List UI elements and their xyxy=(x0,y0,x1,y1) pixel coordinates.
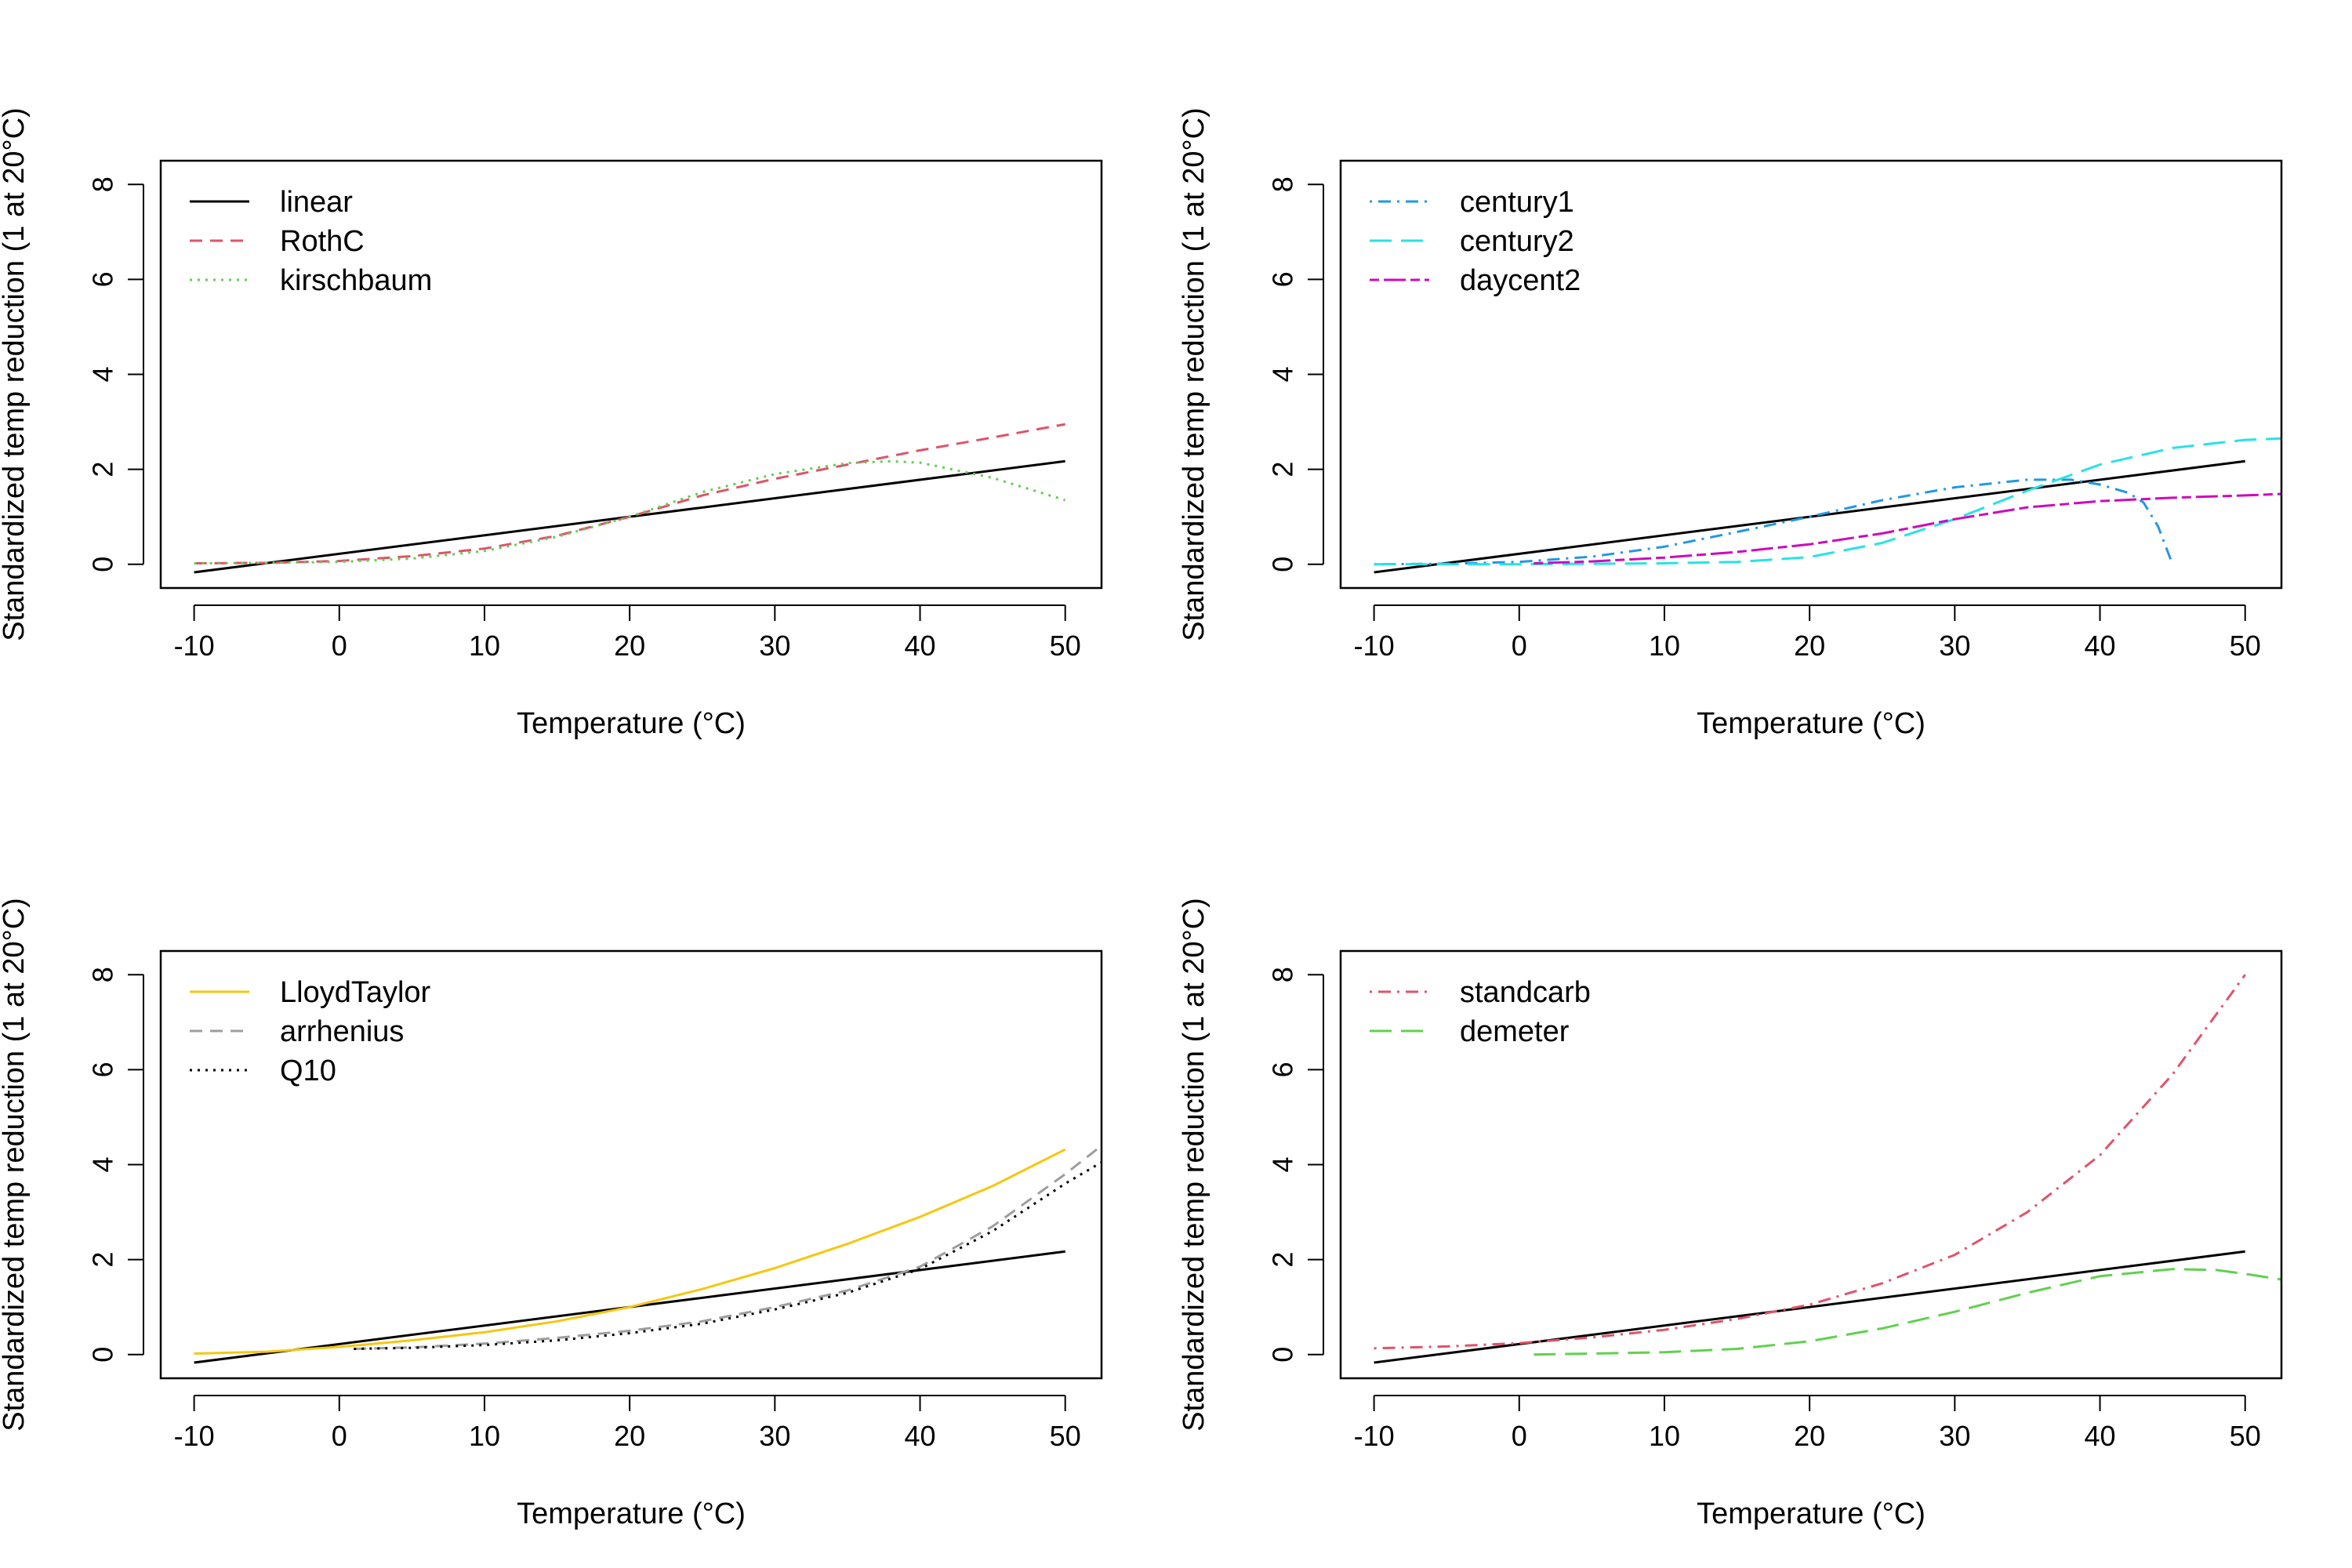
legend-label: Q10 xyxy=(280,1054,336,1087)
legend-label: daycent2 xyxy=(1460,264,1581,297)
y-tick-label: 6 xyxy=(1267,1062,1299,1077)
x-tick-label: 50 xyxy=(1050,630,1081,662)
y-tick-label: 0 xyxy=(87,557,119,572)
x-tick-label: 50 xyxy=(1050,1420,1081,1452)
series-line-century1 xyxy=(1374,478,2174,566)
x-tick-label: 0 xyxy=(1512,630,1527,662)
x-axis-title: Temperature (°C) xyxy=(517,1497,746,1530)
x-tick-label: 20 xyxy=(1794,1420,1825,1452)
y-tick-label: 8 xyxy=(87,967,119,982)
plot-frame xyxy=(1339,159,2283,590)
series-line-kirschbaum xyxy=(194,459,1066,564)
x-tick-label: -10 xyxy=(174,1420,215,1452)
legend-label: LloydTaylor xyxy=(280,976,431,1009)
x-axis-title: Temperature (°C) xyxy=(1697,707,1926,740)
y-tick-label: 4 xyxy=(87,366,119,382)
legend-label: demeter xyxy=(1460,1015,1570,1048)
y-axis-title: Standardized temp reduction (1 at 20°C) xyxy=(1178,898,1210,1432)
y-tick-label: 8 xyxy=(1267,967,1299,982)
x-tick-label: 0 xyxy=(1512,1420,1527,1452)
y-axis-title: Standardized temp reduction (1 at 20°C) xyxy=(1178,107,1210,641)
legend-label: kirschbaum xyxy=(280,264,432,297)
x-tick-label: 30 xyxy=(759,1420,790,1452)
series-line-Q10 xyxy=(354,1161,1102,1350)
x-tick-label: 20 xyxy=(1794,630,1825,662)
x-tick-label: 10 xyxy=(1649,630,1680,662)
x-tick-label: 0 xyxy=(332,1420,347,1452)
series-group xyxy=(194,423,1066,574)
x-tick-label: 30 xyxy=(1939,630,1970,662)
y-tick-label: 8 xyxy=(87,176,119,192)
series-line-century2 xyxy=(1374,437,2281,566)
series-group xyxy=(1374,437,2281,574)
series-line-RothC xyxy=(194,423,1065,564)
x-tick-label: 10 xyxy=(469,630,500,662)
x-tick-label: -10 xyxy=(1354,630,1395,662)
legend-label: century2 xyxy=(1460,225,1574,258)
y-tick-label: 6 xyxy=(1267,271,1299,287)
legend: standcarb demeter xyxy=(1370,976,1591,1048)
x-tick-label: 20 xyxy=(614,1420,645,1452)
series-group xyxy=(194,1145,1102,1364)
legend-label: linear xyxy=(280,186,353,219)
x-tick-label: 50 xyxy=(2230,1420,2261,1452)
series-line-arrhenius xyxy=(354,1145,1102,1350)
series-line-LloydTaylor xyxy=(194,1148,1066,1355)
legend-label: century1 xyxy=(1460,186,1574,219)
x-tick-label: 40 xyxy=(2084,1420,2115,1452)
legend: LloydTaylor arrhenius Q10 xyxy=(190,976,431,1087)
y-tick-label: 2 xyxy=(1267,1252,1299,1268)
plot-frame xyxy=(159,949,1103,1380)
x-tick-label: 20 xyxy=(614,630,645,662)
legend-label: standcarb xyxy=(1460,976,1591,1009)
x-tick-label: 40 xyxy=(904,1420,935,1452)
chart-panel-2: -10 0 10 20 30 40 50 Temperature (°C) 0 2 4 6 8 Stand… xyxy=(1178,107,2283,740)
x-tick-label: -10 xyxy=(174,630,215,662)
x-tick-label: 40 xyxy=(904,630,935,662)
chart-panel-1: -10 0 10 20 30 40 50 Temperature (°C) 0 2 4 6 8 Stand… xyxy=(0,107,1103,740)
series-line-standcarb xyxy=(1374,974,2246,1350)
y-tick-label: 6 xyxy=(87,271,119,287)
legend-label: arrhenius xyxy=(280,1015,404,1048)
plot-frame xyxy=(159,159,1103,590)
x-tick-label: 0 xyxy=(332,630,347,662)
x-tick-label: -10 xyxy=(1354,1420,1395,1452)
y-tick-label: 2 xyxy=(1267,462,1299,477)
series-line-daycent2 xyxy=(1534,492,2281,564)
x-axis-title: Temperature (°C) xyxy=(517,707,746,740)
x-axis-title: Temperature (°C) xyxy=(1697,1497,1926,1530)
y-tick-label: 8 xyxy=(1267,176,1299,192)
series-line-demeter xyxy=(1534,1268,2281,1356)
series-line-linear xyxy=(1374,1250,2245,1364)
y-tick-label: 4 xyxy=(1267,1156,1299,1172)
y-tick-label: 0 xyxy=(1267,1347,1299,1363)
legend-label: RothC xyxy=(280,225,365,258)
x-tick-label: 50 xyxy=(2230,630,2261,662)
x-tick-label: 40 xyxy=(2084,630,2115,662)
y-axis-title: Standardized temp reduction (1 at 20°C) xyxy=(0,898,31,1432)
y-tick-label: 2 xyxy=(87,1252,119,1268)
y-tick-label: 2 xyxy=(87,462,119,477)
x-tick-label: 10 xyxy=(469,1420,500,1452)
y-tick-label: 0 xyxy=(87,1347,119,1363)
x-tick-label: 30 xyxy=(1939,1420,1970,1452)
y-axis-title: Standardized temp reduction (1 at 20°C) xyxy=(0,107,31,641)
y-tick-label: 0 xyxy=(1267,557,1299,572)
y-tick-label: 6 xyxy=(87,1062,119,1077)
y-tick-label: 4 xyxy=(1267,366,1299,382)
series-group xyxy=(1374,974,2281,1364)
plot-frame xyxy=(1339,949,2283,1380)
legend: linear RothC kirschbaum xyxy=(190,186,432,297)
chart-panel-3: -10 0 10 20 30 40 50 Temperature (°C) 0 2 4 6 8 Stand… xyxy=(0,898,1103,1530)
x-tick-label: 10 xyxy=(1649,1420,1680,1452)
legend: century1 century2 daycent2 xyxy=(1370,186,1581,297)
x-tick-label: 30 xyxy=(759,630,790,662)
chart-panel-4: -10 0 10 20 30 40 50 Temperature (°C) 0 2 4 6 8 Stand… xyxy=(1178,898,2283,1530)
y-tick-label: 4 xyxy=(87,1156,119,1172)
